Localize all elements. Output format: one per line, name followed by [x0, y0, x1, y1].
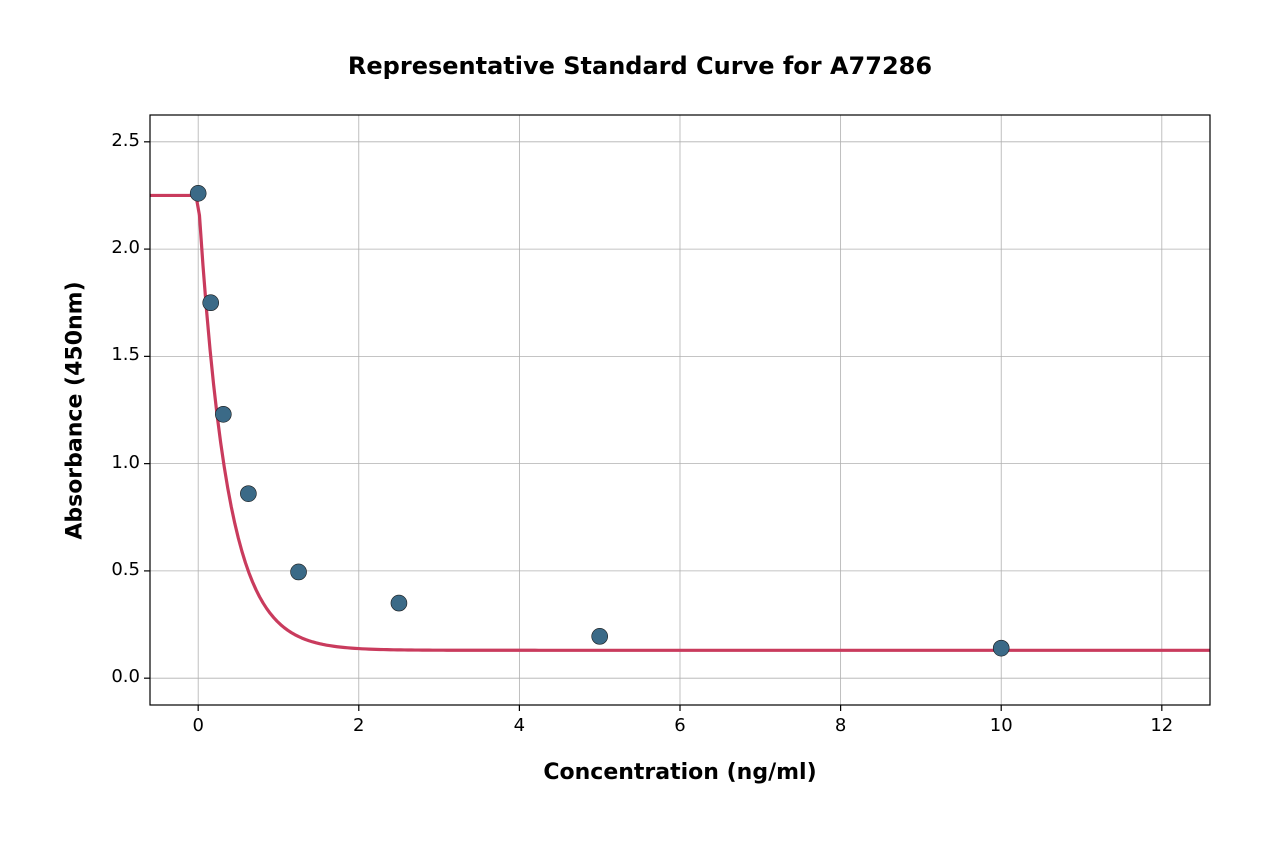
- xtick-label: 10: [981, 715, 1021, 736]
- ytick-label: 2.0: [95, 237, 140, 258]
- xtick-label: 12: [1142, 715, 1182, 736]
- xtick-label: 0: [178, 715, 218, 736]
- ytick-label: 1.5: [95, 344, 140, 365]
- xtick-label: 8: [821, 715, 861, 736]
- x-axis-label: Concentration (ng/ml): [150, 760, 1210, 785]
- xtick-label: 6: [660, 715, 700, 736]
- ytick-label: 1.0: [95, 452, 140, 473]
- chart-container: Representative Standard Curve for A77286…: [0, 0, 1280, 845]
- ytick-label: 0.0: [95, 666, 140, 687]
- xtick-label: 2: [339, 715, 379, 736]
- ytick-label: 0.5: [95, 559, 140, 580]
- xtick-label: 4: [499, 715, 539, 736]
- ytick-label: 2.5: [95, 130, 140, 151]
- y-axis-label: Absorbance (450nm): [63, 281, 88, 541]
